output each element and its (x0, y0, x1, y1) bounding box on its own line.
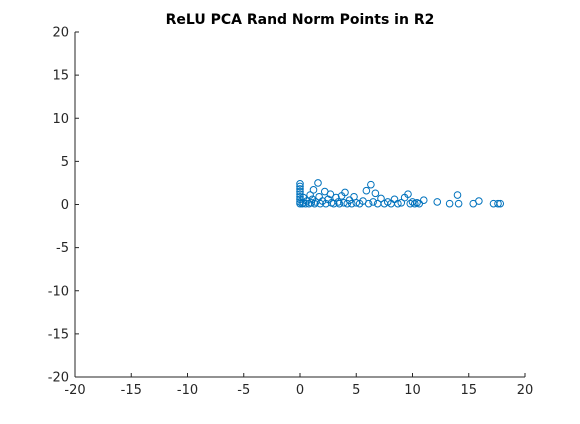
data-point (365, 200, 372, 207)
x-tick-label: 10 (404, 383, 421, 398)
data-point (455, 200, 462, 207)
data-point (368, 181, 375, 188)
x-tick-label: 15 (460, 383, 477, 398)
y-axis-ticks: 20 15 10 5 0 -5 -10 -15 -20 (48, 26, 79, 386)
x-tick-label: 0 (296, 383, 304, 398)
data-point (416, 200, 423, 207)
y-tick-label: -20 (48, 371, 69, 386)
data-point (391, 196, 398, 203)
data-point (446, 200, 453, 207)
x-tick-label: -5 (237, 383, 250, 398)
data-point (316, 193, 323, 200)
chart-title: ReLU PCA Rand Norm Points in R2 (166, 12, 435, 28)
data-point (363, 187, 370, 194)
data-point (476, 198, 483, 205)
x-tick-label: 5 (352, 383, 360, 398)
data-point (372, 190, 379, 197)
y-tick-label: 5 (61, 155, 69, 170)
y-tick-label: 15 (52, 69, 69, 84)
data-point (310, 187, 317, 194)
data-point (315, 180, 322, 187)
y-tick-label: 10 (52, 112, 69, 127)
x-tick-label: -15 (121, 383, 142, 398)
data-point (434, 199, 441, 206)
x-tick-label: 20 (517, 383, 534, 398)
y-tick-label: -5 (56, 241, 69, 256)
data-point (420, 197, 427, 204)
y-tick-label: 0 (61, 198, 69, 213)
data-points (297, 180, 504, 207)
data-point (454, 192, 461, 199)
x-tick-label: -10 (177, 383, 198, 398)
data-point (370, 199, 377, 206)
y-tick-label: -10 (48, 284, 69, 299)
y-tick-label: 20 (52, 26, 69, 41)
y-tick-label: -15 (48, 327, 69, 342)
